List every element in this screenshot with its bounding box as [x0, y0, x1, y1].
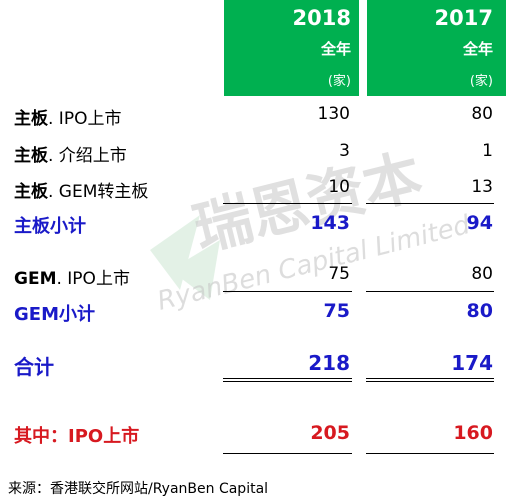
subtotal-gem-label: GEM小计 — [14, 304, 95, 325]
sum-line — [223, 291, 352, 292]
total-label: 合计 — [14, 355, 54, 379]
gem-row-label: GEM. IPO上市 — [14, 269, 130, 289]
subtotal-main-2017: 94 — [466, 212, 493, 234]
sum-line — [223, 203, 352, 204]
ipo-total-2017: 160 — [453, 422, 493, 444]
row-label: 主板. GEM转主板 — [14, 182, 149, 202]
source-note: 来源：香港联交所网站/RyanBen Capital — [8, 481, 269, 497]
row-value-2018: 3 — [339, 141, 350, 161]
header-year-2017: 2017 — [434, 6, 493, 30]
sum-line — [366, 291, 494, 292]
row-value-2017: 13 — [471, 177, 493, 197]
ipo-underline — [366, 453, 494, 454]
row-value-2018: 10 — [328, 177, 350, 197]
subtotal-gem-2018: 75 — [323, 300, 350, 322]
row-value-2017: 80 — [471, 104, 493, 124]
row-value-2018: 130 — [317, 104, 350, 124]
ipo-total-2018: 205 — [310, 422, 350, 444]
total-double-line — [223, 378, 352, 382]
sum-line — [366, 203, 494, 204]
header-unit-2017: (家) — [469, 74, 493, 89]
total-double-line — [366, 378, 494, 382]
total-2018: 218 — [308, 351, 350, 375]
header-period-2017: 全年 — [462, 40, 493, 58]
header-col-2017: 2017 全年 (家) — [367, 0, 493, 96]
total-2017: 174 — [451, 351, 493, 375]
gem-row-2018: 75 — [328, 264, 350, 284]
row-label: 主板. IPO上市 — [14, 109, 122, 129]
header-separator — [359, 0, 367, 96]
header-period-2018: 全年 — [320, 40, 351, 58]
header-col-2018: 2018 全年 (家) — [224, 0, 351, 96]
subtotal-gem-2017: 80 — [466, 300, 493, 322]
header-unit-2018: (家) — [327, 74, 351, 89]
gem-row-2017: 80 — [471, 264, 493, 284]
row-value-2017: 1 — [482, 141, 493, 161]
ipo-underline — [223, 453, 352, 454]
subtotal-main-2018: 143 — [310, 212, 350, 234]
header-year-2018: 2018 — [292, 6, 351, 30]
subtotal-main-label: 主板小计 — [14, 216, 86, 237]
row-label: 主板. 介绍上市 — [14, 146, 127, 166]
ipo-total-label: 其中：IPO上市 — [14, 426, 140, 447]
